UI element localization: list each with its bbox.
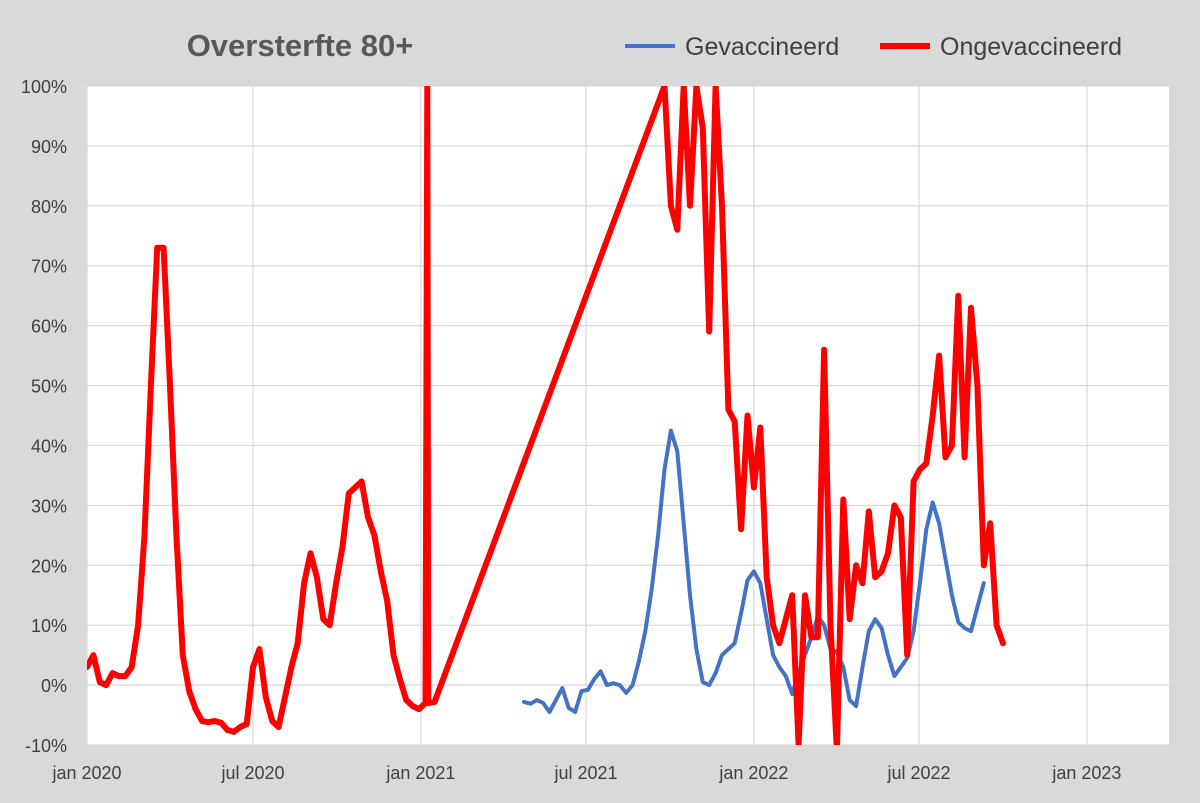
x-axis: jan 2020 jul 2020 jan 2021 jul 2021 jan 2022… (51, 763, 1121, 783)
legend-label-gevaccineerd: Gevaccineerd (685, 33, 839, 61)
plot-area (87, 86, 1169, 745)
x-tick-label: jul 2022 (886, 763, 950, 783)
x-tick-label: jan 2022 (718, 763, 788, 783)
x-tick-label: jul 2020 (221, 763, 285, 783)
y-gridlines (87, 85, 1169, 746)
series-layer (87, 86, 1006, 745)
y-axis: -10% 0% 10% 20% 30% 40% 50% 60% 70% 80% 90% 100% (21, 77, 67, 756)
y-tick-label: 100% (21, 77, 67, 97)
y-tick-label: -10% (25, 736, 67, 756)
y-tick-label: 70% (31, 257, 67, 277)
legend: Gevaccineerd Ongevaccineerd (625, 33, 1122, 61)
y-tick-label: 10% (31, 616, 67, 636)
y-tick-label: 60% (31, 317, 67, 337)
x-tick-label: jan 2021 (385, 763, 455, 783)
series-line-ongevaccineerd (87, 86, 1006, 745)
x-gridlines (86, 86, 1088, 745)
chart-title: Oversterfte 80+ (187, 28, 414, 63)
y-tick-label: 90% (31, 137, 67, 157)
x-tick-label: jan 2020 (51, 763, 121, 783)
y-tick-label: 80% (31, 197, 67, 217)
y-tick-label: 20% (31, 556, 67, 576)
x-tick-label: jul 2021 (554, 763, 618, 783)
y-tick-label: 50% (31, 377, 67, 397)
legend-label-ongevaccineerd: Ongevaccineerd (940, 33, 1122, 61)
y-tick-label: 40% (31, 436, 67, 456)
x-tick-label: jan 2023 (1051, 763, 1121, 783)
y-tick-label: 0% (41, 676, 67, 696)
y-tick-label: 30% (31, 496, 67, 516)
